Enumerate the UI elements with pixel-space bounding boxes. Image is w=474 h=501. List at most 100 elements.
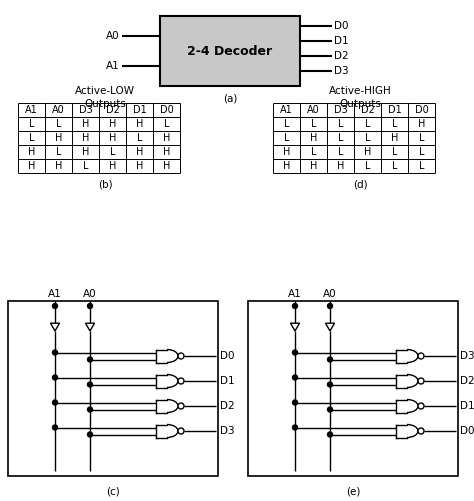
Text: H: H (136, 147, 143, 157)
Text: D1: D1 (334, 36, 348, 46)
Text: D3: D3 (79, 105, 92, 115)
Circle shape (178, 428, 184, 434)
Bar (8, 301, 218, 476)
Text: L: L (392, 147, 397, 157)
Circle shape (292, 350, 298, 355)
Text: H: H (82, 147, 89, 157)
Circle shape (53, 400, 57, 405)
Text: H: H (310, 161, 317, 171)
Text: D1: D1 (133, 105, 146, 115)
Text: L: L (29, 133, 34, 143)
Text: H: H (55, 133, 62, 143)
Circle shape (292, 425, 298, 430)
Circle shape (178, 403, 184, 409)
Text: H: H (109, 133, 116, 143)
Text: H: H (310, 133, 317, 143)
Text: L: L (419, 161, 424, 171)
Text: A0: A0 (83, 289, 97, 299)
Text: L: L (338, 119, 343, 129)
Text: L: L (56, 119, 61, 129)
Text: L: L (365, 119, 370, 129)
Text: H: H (109, 119, 116, 129)
Text: H: H (163, 161, 170, 171)
Circle shape (292, 304, 298, 309)
Text: (a): (a) (223, 93, 237, 103)
Circle shape (328, 304, 332, 309)
Circle shape (292, 400, 298, 405)
Text: A1: A1 (288, 289, 302, 299)
Text: D3: D3 (334, 105, 347, 115)
Text: L: L (56, 147, 61, 157)
Text: A1: A1 (25, 105, 38, 115)
Text: D0: D0 (160, 105, 173, 115)
Text: H: H (163, 133, 170, 143)
Text: D3: D3 (460, 351, 474, 361)
Text: L: L (392, 119, 397, 129)
Text: D2: D2 (334, 51, 348, 61)
Text: H: H (283, 147, 290, 157)
Text: L: L (338, 147, 343, 157)
Circle shape (88, 357, 92, 362)
Circle shape (88, 304, 92, 309)
Text: H: H (364, 147, 371, 157)
Text: 2-4 Decoder: 2-4 Decoder (187, 45, 273, 58)
Text: L: L (365, 133, 370, 143)
Circle shape (53, 304, 57, 309)
Circle shape (418, 353, 424, 359)
Circle shape (88, 432, 92, 437)
Text: (b): (b) (98, 179, 112, 189)
Text: D1: D1 (388, 105, 401, 115)
Text: A1: A1 (106, 62, 120, 72)
Text: D0: D0 (415, 105, 428, 115)
Text: H: H (28, 161, 35, 171)
Text: H: H (136, 119, 143, 129)
Text: L: L (284, 133, 289, 143)
Circle shape (53, 375, 57, 380)
Text: L: L (137, 133, 142, 143)
Circle shape (328, 407, 332, 412)
Circle shape (53, 425, 57, 430)
Text: (d): (d) (353, 179, 367, 189)
Text: L: L (365, 161, 370, 171)
Text: L: L (392, 161, 397, 171)
Text: D1: D1 (460, 401, 474, 411)
Circle shape (418, 403, 424, 409)
Text: Active-HIGH: Active-HIGH (328, 86, 392, 96)
Text: L: L (83, 161, 88, 171)
Circle shape (292, 375, 298, 380)
Circle shape (328, 357, 332, 362)
Text: Outputs: Outputs (84, 99, 126, 109)
Circle shape (328, 382, 332, 387)
Text: H: H (283, 161, 290, 171)
Circle shape (88, 382, 92, 387)
Circle shape (88, 407, 92, 412)
Text: H: H (55, 161, 62, 171)
Text: H: H (28, 147, 35, 157)
Text: H: H (391, 133, 398, 143)
Polygon shape (291, 323, 300, 331)
Text: A1: A1 (280, 105, 293, 115)
Text: H: H (82, 133, 89, 143)
Text: A0: A0 (106, 31, 120, 41)
Text: D3: D3 (334, 66, 348, 76)
Text: L: L (29, 119, 34, 129)
Polygon shape (51, 323, 60, 331)
Text: D2: D2 (460, 376, 474, 386)
Bar (248, 301, 458, 476)
Text: L: L (419, 133, 424, 143)
Bar (160, 16, 300, 86)
Text: L: L (419, 147, 424, 157)
Text: H: H (82, 119, 89, 129)
Text: D2: D2 (106, 105, 119, 115)
Text: H: H (109, 161, 116, 171)
Circle shape (53, 350, 57, 355)
Text: D3: D3 (220, 426, 235, 436)
Text: A0: A0 (307, 105, 320, 115)
Text: L: L (110, 147, 115, 157)
Text: A0: A0 (323, 289, 337, 299)
Text: A1: A1 (48, 289, 62, 299)
Circle shape (178, 378, 184, 384)
Circle shape (178, 353, 184, 359)
Text: L: L (338, 133, 343, 143)
Text: H: H (163, 147, 170, 157)
